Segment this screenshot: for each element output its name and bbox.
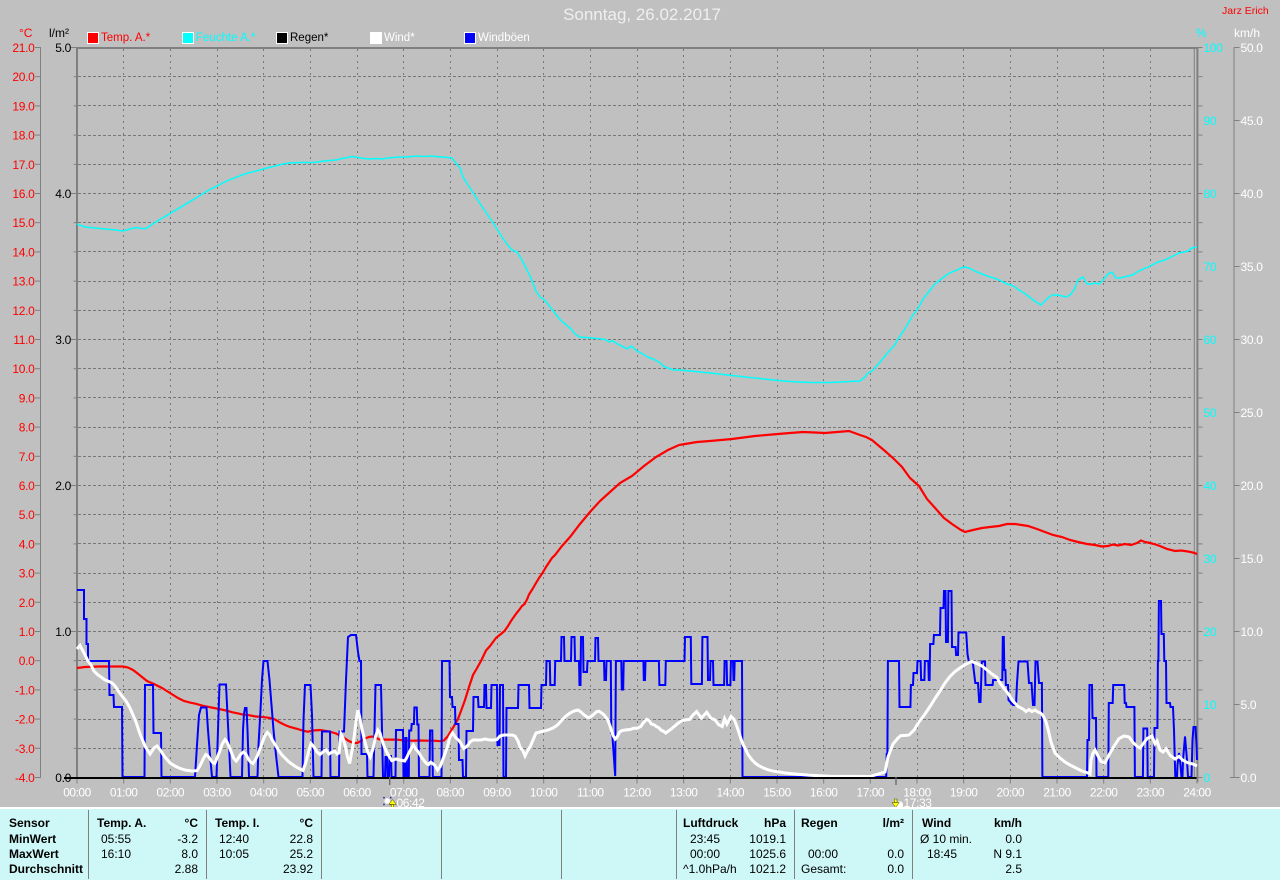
svg-text:00:00: 00:00 <box>63 786 91 800</box>
svg-text:06:00: 06:00 <box>343 786 371 800</box>
svg-text:08:00: 08:00 <box>437 786 465 800</box>
svg-text:40: 40 <box>1204 479 1217 493</box>
svg-text:-4.0: -4.0 <box>15 771 35 785</box>
svg-text:16:00: 16:00 <box>810 786 838 800</box>
svg-text:16.0: 16.0 <box>12 187 35 201</box>
svg-text:50: 50 <box>1204 406 1217 420</box>
svg-text:18:00: 18:00 <box>903 786 931 800</box>
svg-text:03:00: 03:00 <box>203 786 231 800</box>
svg-text:10.0: 10.0 <box>12 362 35 376</box>
svg-text:4.0: 4.0 <box>55 187 71 201</box>
svg-text:-3.0: -3.0 <box>15 742 35 756</box>
svg-text:20.0: 20.0 <box>12 70 35 84</box>
svg-text:80: 80 <box>1204 187 1217 201</box>
svg-text:35.0: 35.0 <box>1241 260 1264 274</box>
svg-text:21:00: 21:00 <box>1043 786 1071 800</box>
svg-text:23:00: 23:00 <box>1137 786 1165 800</box>
svg-text:12:00: 12:00 <box>623 786 651 800</box>
svg-text:09:00: 09:00 <box>483 786 511 800</box>
svg-text:7.0: 7.0 <box>19 450 35 464</box>
svg-text:1.0: 1.0 <box>19 625 35 639</box>
svg-text:06:42: 06:42 <box>397 796 426 808</box>
svg-text:17.0: 17.0 <box>12 158 35 172</box>
svg-text:15:00: 15:00 <box>763 786 791 800</box>
svg-text:10:00: 10:00 <box>530 786 558 800</box>
svg-text:2.0: 2.0 <box>19 596 35 610</box>
svg-text:07:00: 07:00 <box>390 786 418 800</box>
svg-text:-1.0: -1.0 <box>15 683 35 697</box>
svg-text:12.0: 12.0 <box>12 304 35 318</box>
svg-text:30.0: 30.0 <box>1241 333 1264 347</box>
svg-text:5.0: 5.0 <box>1241 698 1257 712</box>
svg-text:90: 90 <box>1204 114 1217 128</box>
svg-text:14:00: 14:00 <box>717 786 745 800</box>
svg-text:17:00: 17:00 <box>857 786 885 800</box>
svg-text:15.0: 15.0 <box>12 216 35 230</box>
svg-text:20.0: 20.0 <box>1241 479 1264 493</box>
svg-text:11:00: 11:00 <box>577 786 604 800</box>
svg-text:3.0: 3.0 <box>55 333 71 347</box>
svg-text:9.0: 9.0 <box>19 391 35 405</box>
svg-text:13:00: 13:00 <box>670 786 698 800</box>
svg-text:8.0: 8.0 <box>19 421 35 435</box>
svg-text:21.0: 21.0 <box>12 41 35 55</box>
svg-text:04:00: 04:00 <box>250 786 278 800</box>
svg-text:15.0: 15.0 <box>1241 552 1264 566</box>
svg-text:5.0: 5.0 <box>19 508 35 522</box>
svg-text:11.0: 11.0 <box>13 333 35 347</box>
svg-text:5.0: 5.0 <box>55 41 71 55</box>
svg-text:25.0: 25.0 <box>1241 406 1264 420</box>
svg-text:05:00: 05:00 <box>297 786 325 800</box>
svg-text:19.0: 19.0 <box>12 99 35 113</box>
svg-text:20: 20 <box>1204 625 1217 639</box>
svg-text:18.0: 18.0 <box>12 129 35 143</box>
svg-text:17:33: 17:33 <box>904 796 933 808</box>
svg-text:22:00: 22:00 <box>1090 786 1118 800</box>
svg-text:1.0: 1.0 <box>55 625 71 639</box>
svg-text:24:00: 24:00 <box>1183 786 1211 800</box>
svg-text:0.0: 0.0 <box>19 654 35 668</box>
svg-text:70: 70 <box>1204 260 1217 274</box>
svg-text:-2.0: -2.0 <box>15 713 35 727</box>
svg-text:6.0: 6.0 <box>19 479 35 493</box>
svg-text:10: 10 <box>1204 698 1217 712</box>
svg-text:2.0: 2.0 <box>55 479 71 493</box>
svg-text:14.0: 14.0 <box>12 245 35 259</box>
svg-text:50.0: 50.0 <box>1241 41 1264 55</box>
svg-text:4.0: 4.0 <box>19 537 35 551</box>
svg-text:0.0: 0.0 <box>1241 771 1257 785</box>
svg-text:0.0: 0.0 <box>55 771 71 785</box>
svg-text:02:00: 02:00 <box>157 786 185 800</box>
svg-text:60: 60 <box>1204 333 1217 347</box>
svg-text:3.0: 3.0 <box>19 567 35 581</box>
svg-text:40.0: 40.0 <box>1241 187 1264 201</box>
svg-text:0: 0 <box>1204 771 1211 785</box>
svg-text:30: 30 <box>1204 552 1217 566</box>
svg-text:20:00: 20:00 <box>997 786 1025 800</box>
svg-text:19:00: 19:00 <box>950 786 978 800</box>
svg-text:45.0: 45.0 <box>1241 114 1264 128</box>
svg-text:13.0: 13.0 <box>12 275 35 289</box>
svg-text:100: 100 <box>1204 41 1224 55</box>
svg-text:01:00: 01:00 <box>110 786 138 800</box>
svg-text:10.0: 10.0 <box>1241 625 1264 639</box>
